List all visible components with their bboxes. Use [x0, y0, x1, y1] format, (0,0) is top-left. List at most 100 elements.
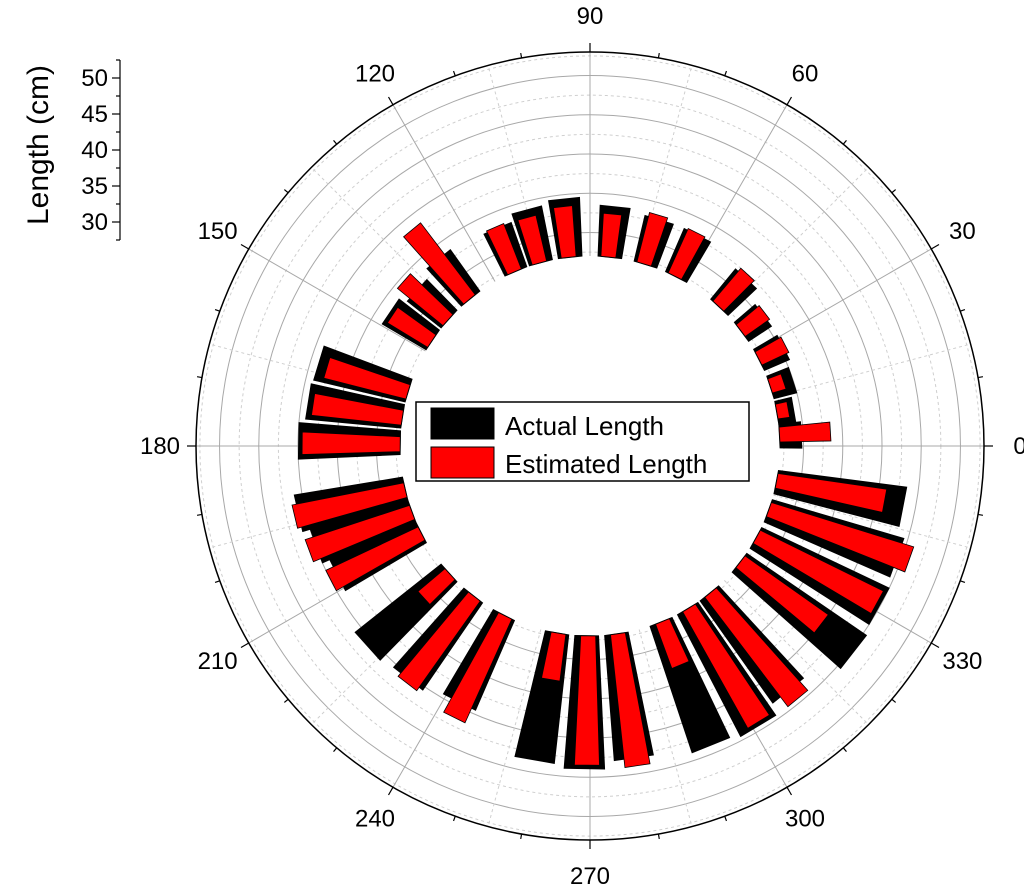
- estimated-length-bar: [752, 529, 884, 615]
- angle-tick-label: 180: [140, 433, 180, 460]
- minor-angle-tick: [196, 376, 203, 379]
- angle-tick-label: 30: [949, 218, 976, 245]
- major-angle-tick: [240, 243, 250, 250]
- estimated-length-bar: [754, 336, 790, 366]
- legend-label-estimated: Estimated Length: [505, 449, 707, 479]
- radial-tick-label: 30: [81, 209, 108, 236]
- estimated-length-bar: [386, 306, 437, 348]
- bars-layer: [291, 196, 915, 770]
- estimated-length-bar: [636, 211, 669, 267]
- radial-tick-label: 40: [81, 137, 108, 164]
- angle-tick-label: 60: [792, 61, 819, 88]
- estimated-length-bar: [735, 555, 829, 634]
- polar-grid: [187, 43, 993, 849]
- major-angle-tick: [387, 786, 394, 796]
- radial-axis: Length (cm) 30 35 40 45 50: [22, 59, 121, 241]
- angle-tick-label: 150: [198, 218, 238, 245]
- minor-angle-tick: [214, 580, 220, 584]
- estimated-length-bar: [682, 603, 770, 729]
- angle-tick-label: 210: [198, 648, 238, 675]
- minor-grid-spoke: [487, 629, 542, 827]
- minor-angle-tick: [977, 376, 984, 379]
- major-grid-spoke: [392, 104, 496, 282]
- estimated-length-bar: [304, 504, 416, 563]
- minor-angle-tick: [333, 139, 338, 145]
- minor-grid-spoke: [723, 167, 869, 313]
- minor-angle-tick: [842, 139, 847, 145]
- angle-tick-label: 90: [577, 3, 604, 30]
- major-grid-spoke: [754, 248, 932, 352]
- radial-tick-label: 35: [81, 173, 108, 200]
- minor-grid-spoke: [773, 343, 971, 398]
- minor-angle-tick: [283, 698, 289, 703]
- estimated-length-bar: [403, 222, 476, 305]
- minor-angle-tick: [657, 52, 660, 59]
- angle-tick-label: 120: [355, 61, 395, 88]
- minor-grid-spoke: [723, 579, 869, 725]
- estimated-length-bar: [704, 587, 809, 708]
- angle-tick-label: 300: [785, 805, 825, 832]
- minor-grid-spoke: [311, 167, 457, 313]
- estimated-length-bar: [667, 227, 706, 281]
- estimated-length-bar: [325, 526, 426, 592]
- estimated-length-bar: [767, 373, 787, 394]
- major-angle-tick: [387, 96, 394, 106]
- estimated-length-bar: [517, 214, 548, 266]
- minor-angle-tick: [842, 747, 847, 753]
- angle-tick-label: 330: [942, 648, 982, 675]
- estimated-length-bar: [541, 631, 567, 682]
- major-grid-spoke: [248, 248, 426, 352]
- estimated-length-bar: [443, 611, 513, 724]
- legend: Actual Length Estimated Length: [415, 401, 750, 482]
- estimated-length-bar: [397, 591, 481, 692]
- minor-angle-tick: [724, 70, 728, 76]
- estimated-length-bar: [774, 472, 888, 513]
- estimated-length-bar: [610, 632, 651, 768]
- minor-angle-tick: [452, 70, 456, 76]
- minor-angle-tick: [891, 189, 897, 194]
- estimated-length-bar: [301, 431, 401, 455]
- minor-angle-tick: [977, 513, 984, 516]
- angle-tick-label: 0: [1013, 433, 1024, 460]
- estimated-length-bar: [765, 502, 915, 573]
- estimated-length-bar: [774, 401, 791, 420]
- estimated-length-bar: [485, 222, 522, 276]
- radial-axis-title: Length (cm): [22, 65, 55, 225]
- angle-tick-labels: 0 30 60 90 120 150 180 210 240 270 300 330: [140, 3, 1024, 890]
- estimated-length-bar: [291, 482, 408, 529]
- major-angle-tick: [786, 786, 793, 796]
- minor-grid-spoke: [638, 629, 693, 827]
- minor-grid-spoke: [773, 494, 971, 549]
- estimated-length-bar: [778, 421, 832, 443]
- minor-angle-tick: [452, 816, 456, 822]
- minor-grid-spoke: [209, 343, 407, 398]
- minor-angle-tick: [657, 833, 660, 840]
- major-angle-tick: [930, 243, 940, 250]
- minor-angle-tick: [196, 513, 203, 516]
- legend-label-actual: Actual Length: [505, 411, 664, 441]
- minor-angle-tick: [333, 747, 338, 753]
- major-angle-tick: [240, 642, 250, 649]
- angle-tick-label: 270: [570, 863, 610, 890]
- radial-tick-label: 50: [81, 65, 108, 92]
- estimated-length-bar: [311, 393, 404, 426]
- minor-angle-tick: [960, 580, 966, 584]
- estimated-length-bar: [712, 267, 755, 312]
- angle-tick-label: 240: [355, 805, 395, 832]
- minor-grid-spoke: [487, 65, 542, 263]
- estimated-length-bar: [396, 273, 454, 327]
- estimated-length-bar: [735, 305, 771, 338]
- legend-swatch-estimated: [430, 446, 495, 479]
- minor-angle-tick: [520, 833, 523, 840]
- minor-angle-tick: [214, 308, 220, 312]
- radial-axis-ticks: 30 35 40 45 50: [81, 59, 121, 241]
- minor-grid-spoke: [638, 65, 693, 263]
- estimated-length-bar: [323, 356, 411, 400]
- minor-angle-tick: [724, 816, 728, 822]
- major-angle-tick: [786, 96, 793, 106]
- major-angle-tick: [930, 642, 940, 649]
- minor-angle-tick: [891, 698, 897, 703]
- minor-angle-tick: [960, 308, 966, 312]
- minor-angle-tick: [283, 189, 289, 194]
